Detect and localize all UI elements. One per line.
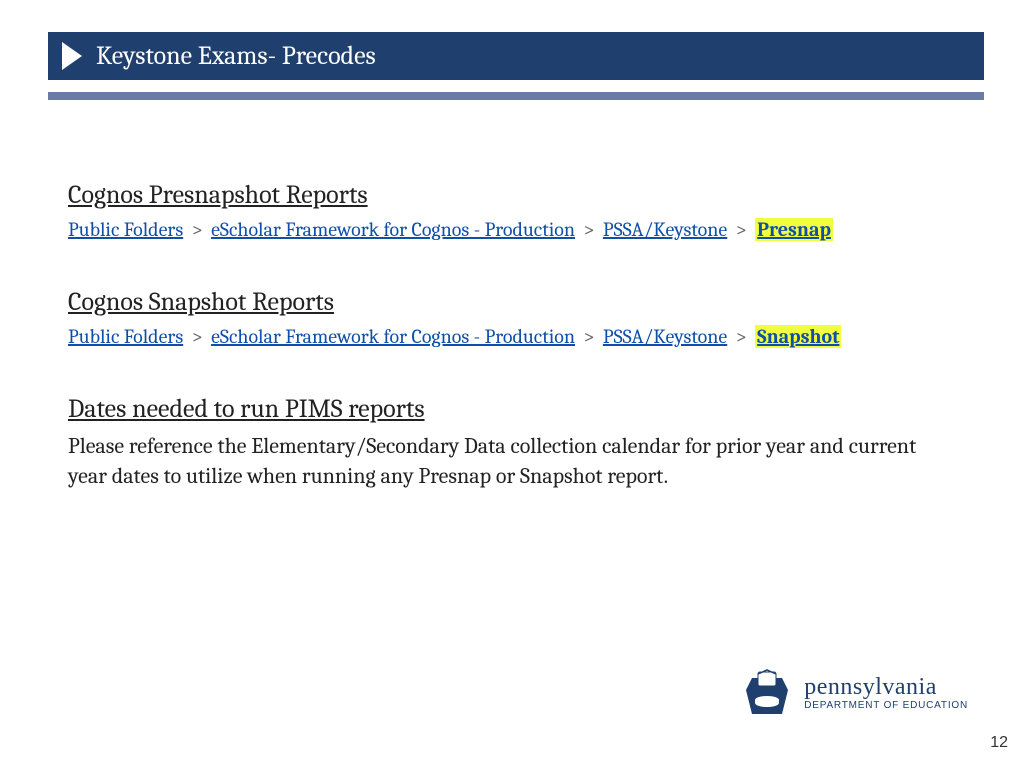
breadcrumb-separator: >	[732, 325, 751, 348]
breadcrumb-separator: >	[188, 218, 207, 241]
logo-dept-name: DEPARTMENT OF EDUCATION	[804, 701, 968, 711]
accent-bar	[48, 90, 984, 100]
breadcrumb-link-pssa[interactable]: PSSA/Keystone	[603, 218, 727, 241]
presnapshot-breadcrumb: Public Folders > eScholar Framework for …	[68, 218, 964, 241]
logo-text: pennsylvania DEPARTMENT OF EDUCATION	[804, 675, 968, 711]
breadcrumb-link-public-folders[interactable]: Public Folders	[68, 325, 183, 348]
breadcrumb-separator: >	[579, 218, 598, 241]
dates-heading: Dates needed to run PIMS reports	[68, 394, 964, 424]
title-arrow-icon	[62, 42, 82, 70]
dates-body-text: Please reference the Elementary/Secondar…	[68, 432, 948, 491]
breadcrumb-final-snapshot[interactable]: Snapshot	[755, 325, 841, 348]
logo-state-name: pennsylvania	[804, 675, 968, 699]
breadcrumb-link-public-folders[interactable]: Public Folders	[68, 218, 183, 241]
breadcrumb-link-escholar[interactable]: eScholar Framework for Cognos - Producti…	[211, 325, 575, 348]
breadcrumb-link-escholar[interactable]: eScholar Framework for Cognos - Producti…	[211, 218, 575, 241]
breadcrumb-final-presnap[interactable]: Presnap	[755, 218, 833, 241]
breadcrumb-separator: >	[188, 325, 207, 348]
page-number: 12	[990, 734, 1008, 752]
title-bar: Keystone Exams- Precodes	[48, 32, 984, 80]
breadcrumb-separator: >	[579, 325, 598, 348]
snapshot-breadcrumb: Public Folders > eScholar Framework for …	[68, 325, 964, 348]
content-area: Cognos Presnapshot Reports Public Folder…	[68, 180, 964, 491]
slide-title: Keystone Exams- Precodes	[96, 41, 376, 71]
breadcrumb-link-pssa[interactable]: PSSA/Keystone	[603, 325, 727, 348]
footer-logo: pennsylvania DEPARTMENT OF EDUCATION	[740, 668, 968, 718]
presnapshot-heading: Cognos Presnapshot Reports	[68, 180, 964, 210]
breadcrumb-separator: >	[732, 218, 751, 241]
snapshot-heading: Cognos Snapshot Reports	[68, 287, 964, 317]
logo-keystone-icon	[740, 668, 794, 718]
